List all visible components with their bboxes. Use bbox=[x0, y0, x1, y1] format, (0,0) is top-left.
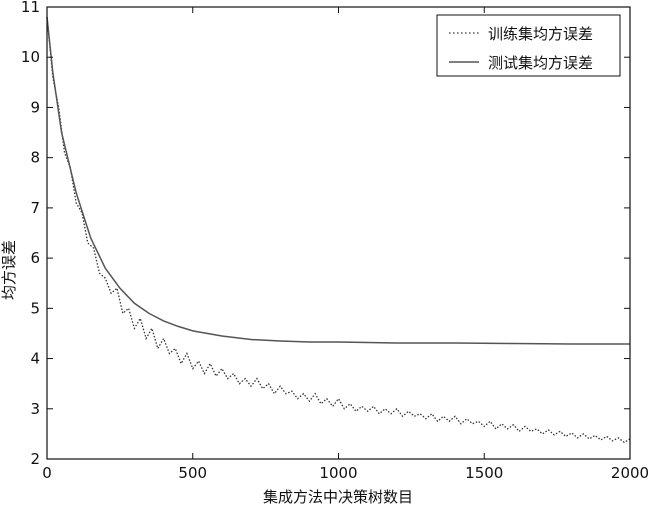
y-tick-label: 8 bbox=[30, 149, 40, 167]
y-tick-label: 7 bbox=[30, 199, 40, 217]
y-tick-label: 11 bbox=[21, 0, 40, 16]
x-tick-label: 1500 bbox=[465, 464, 503, 482]
y-tick-label: 6 bbox=[30, 249, 40, 267]
y-tick-label: 2 bbox=[30, 450, 40, 468]
legend-box bbox=[436, 14, 621, 77]
legend: 训练集均方误差 测试集均方误差 bbox=[436, 14, 621, 77]
x-axis-label: 集成方法中决策树数目 bbox=[263, 488, 413, 506]
legend-label-train: 训练集均方误差 bbox=[488, 25, 593, 43]
series-line-1 bbox=[46, 16, 630, 345]
y-tick-label: 5 bbox=[30, 299, 40, 317]
series-line-0 bbox=[46, 16, 631, 444]
y-tick-label: 3 bbox=[30, 400, 40, 418]
x-tick-label: 1000 bbox=[319, 464, 357, 482]
y-axis-label: 均方误差 bbox=[0, 240, 18, 300]
x-tick-label: 2000 bbox=[611, 464, 648, 482]
y-tick-label: 4 bbox=[30, 350, 40, 368]
series-layer bbox=[46, 16, 631, 444]
y-tick-label: 9 bbox=[30, 98, 40, 116]
x-tick-label: 0 bbox=[42, 464, 52, 482]
y-tick-label: 10 bbox=[21, 48, 40, 66]
ticks-layer: 0 500 1000 1500 2000 2 3 4 5 6 7 8 9 10 11 bbox=[21, 0, 648, 482]
legend-label-test: 测试集均方误差 bbox=[488, 54, 593, 72]
x-tick-label: 500 bbox=[178, 464, 207, 482]
